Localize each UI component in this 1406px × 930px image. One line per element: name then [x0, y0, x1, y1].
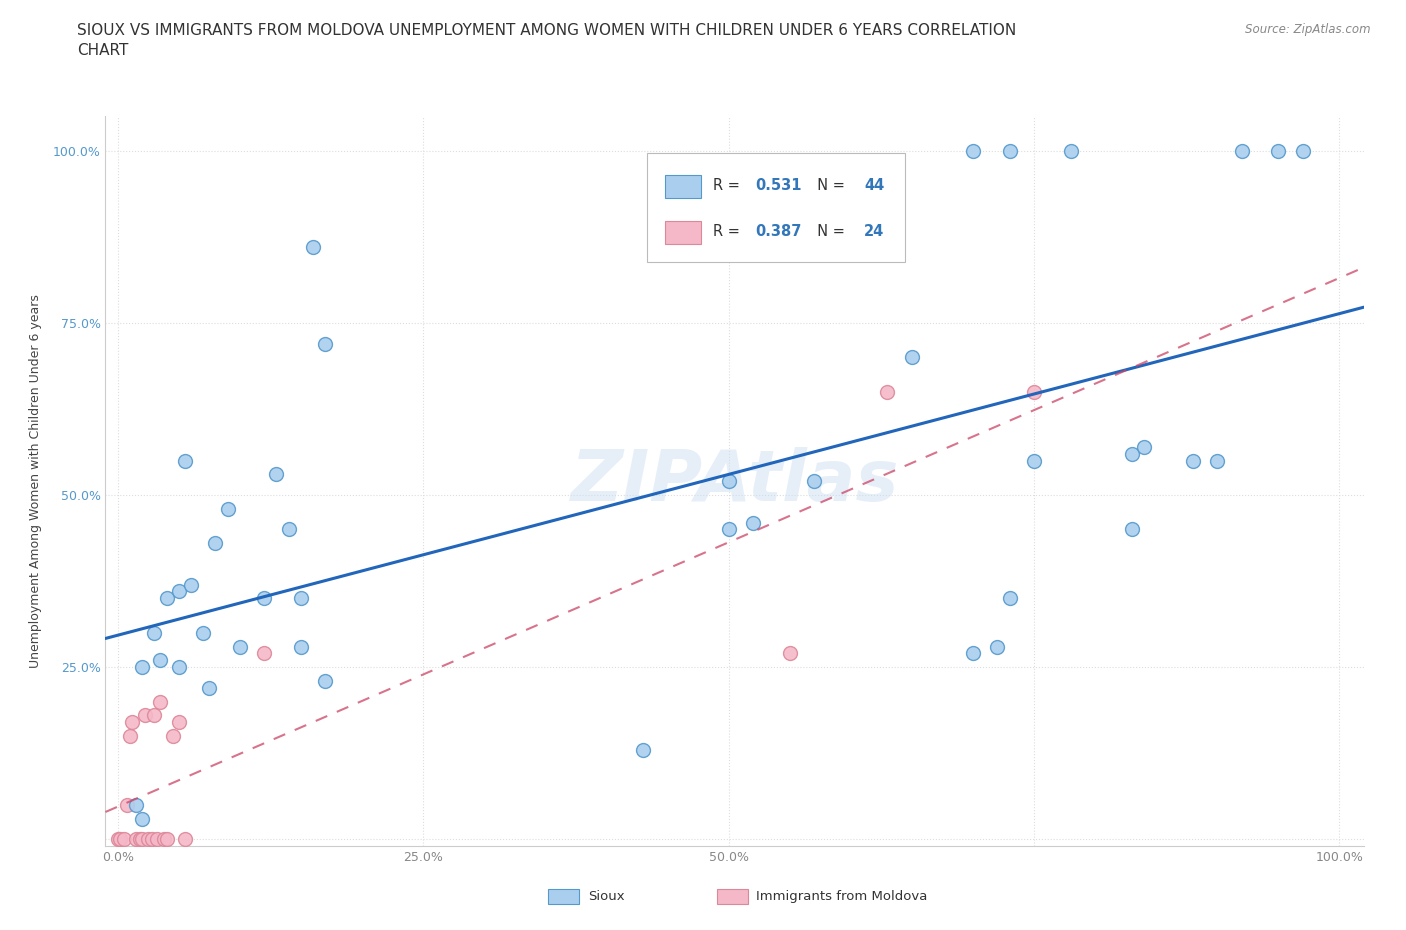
Point — [1230, 143, 1253, 158]
Point — [131, 659, 153, 674]
Point — [1121, 446, 1143, 461]
Point — [253, 646, 276, 661]
Point — [717, 474, 740, 489]
Point — [149, 694, 172, 709]
Point — [986, 639, 1008, 654]
Point — [134, 708, 156, 723]
Text: Sioux: Sioux — [588, 890, 624, 903]
FancyBboxPatch shape — [647, 153, 904, 262]
Point — [998, 143, 1021, 158]
Point — [143, 625, 166, 640]
Point — [167, 584, 190, 599]
Point — [998, 591, 1021, 605]
Point — [125, 832, 148, 847]
Point — [314, 336, 336, 351]
Point — [1133, 439, 1156, 454]
Point — [1022, 453, 1045, 468]
Point — [149, 653, 172, 668]
Point — [803, 474, 825, 489]
Point — [266, 467, 288, 482]
Point — [136, 832, 159, 847]
Point — [193, 625, 215, 640]
Point — [141, 832, 163, 847]
Text: ZIPAtlas: ZIPAtlas — [571, 446, 898, 516]
Text: R =: R = — [713, 179, 745, 193]
Point — [112, 832, 135, 847]
Text: R =: R = — [713, 224, 745, 239]
Point — [143, 708, 166, 723]
Point — [302, 240, 325, 255]
Bar — [665, 220, 700, 244]
Point — [742, 515, 765, 530]
Point — [128, 832, 150, 847]
Point — [131, 832, 153, 847]
Point — [167, 715, 190, 730]
Text: Source: ZipAtlas.com: Source: ZipAtlas.com — [1246, 23, 1371, 36]
Point — [290, 591, 312, 605]
Bar — [665, 175, 700, 198]
Point — [121, 715, 143, 730]
Point — [277, 522, 299, 537]
Point — [1022, 384, 1045, 399]
Text: 0.387: 0.387 — [755, 224, 801, 239]
Point — [1181, 453, 1204, 468]
Point — [1267, 143, 1289, 158]
Y-axis label: Unemployment Among Women with Children Under 6 years: Unemployment Among Women with Children U… — [28, 294, 42, 669]
Point — [180, 578, 202, 592]
Point — [153, 832, 176, 847]
Point — [125, 798, 148, 813]
Point — [900, 350, 922, 365]
Point — [962, 646, 984, 661]
Point — [217, 501, 239, 516]
Text: N =: N = — [807, 179, 849, 193]
Point — [155, 591, 177, 605]
Point — [107, 832, 129, 847]
Point — [117, 798, 139, 813]
Point — [118, 729, 141, 744]
Point — [198, 681, 221, 696]
Point — [229, 639, 252, 654]
Point — [779, 646, 801, 661]
Point — [631, 742, 654, 757]
Point — [155, 832, 177, 847]
Point — [314, 673, 336, 688]
Text: 0.531: 0.531 — [755, 179, 801, 193]
Point — [204, 536, 226, 551]
Point — [162, 729, 184, 744]
Point — [717, 522, 740, 537]
Text: SIOUX VS IMMIGRANTS FROM MOLDOVA UNEMPLOYMENT AMONG WOMEN WITH CHILDREN UNDER 6 : SIOUX VS IMMIGRANTS FROM MOLDOVA UNEMPLO… — [77, 23, 1017, 58]
Point — [131, 811, 153, 826]
Point — [173, 453, 195, 468]
Point — [253, 591, 276, 605]
Point — [1292, 143, 1315, 158]
Point — [108, 832, 131, 847]
Text: N =: N = — [807, 224, 849, 239]
Point — [876, 384, 898, 399]
Point — [1206, 453, 1229, 468]
Point — [962, 143, 984, 158]
Point — [167, 659, 190, 674]
Point — [290, 639, 312, 654]
Text: Immigrants from Moldova: Immigrants from Moldova — [756, 890, 928, 903]
Point — [1059, 143, 1081, 158]
Point — [1121, 522, 1143, 537]
Point — [173, 832, 195, 847]
Point — [145, 832, 167, 847]
Text: 24: 24 — [865, 224, 884, 239]
Text: 44: 44 — [865, 179, 884, 193]
